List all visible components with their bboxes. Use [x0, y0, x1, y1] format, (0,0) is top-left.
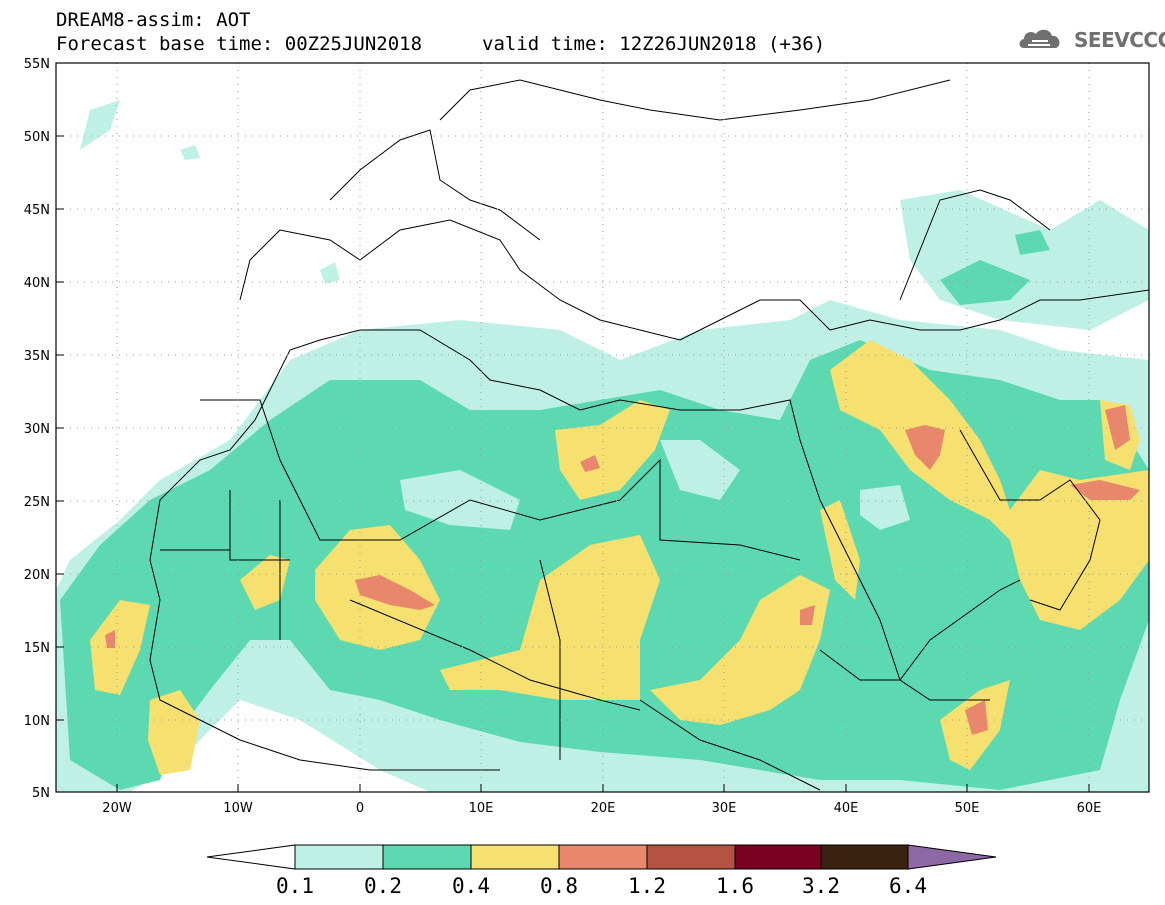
aot-band-0.8 — [105, 405, 1140, 735]
colorbar-label: 1.6 — [716, 874, 754, 898]
lon-label: 10W — [223, 801, 253, 816]
logo-text: SEEVCCC — [1074, 28, 1165, 52]
coastlines — [149, 79, 1149, 791]
colorbar-under-arrow — [206, 844, 296, 870]
colorbar-over-arrow — [907, 844, 997, 870]
valid-time: valid time: 12Z26JUN2018 (+36) — [482, 33, 826, 55]
lat-label: 45N — [24, 203, 50, 218]
colorbar-label: 0.8 — [540, 874, 578, 898]
lat-label: 50N — [24, 130, 50, 145]
colorbar-swatch — [382, 844, 472, 870]
colorbar-label: 0.1 — [276, 874, 314, 898]
colorbar-swatch — [294, 844, 384, 870]
lat-label: 15N — [24, 641, 50, 656]
lon-label: 20W — [102, 801, 132, 816]
lat-label: 35N — [24, 349, 50, 364]
colorbar — [206, 844, 997, 870]
lon-label: 30E — [712, 801, 737, 816]
lon-label: 40E — [834, 801, 859, 816]
colorbar-label: 3.2 — [802, 874, 840, 898]
colorbar-swatch — [820, 844, 909, 870]
lat-label: 40N — [24, 276, 50, 291]
colorbar-label: 1.2 — [628, 874, 666, 898]
colorbar-swatch — [558, 844, 648, 870]
colorbar-swatch — [470, 844, 560, 870]
lat-label: 30N — [24, 422, 50, 437]
graticule — [56, 63, 1149, 792]
colorbar-label: 0.2 — [364, 874, 402, 898]
colorbar-label: 6.4 — [889, 874, 927, 898]
lat-label: 25N — [24, 495, 50, 510]
lat-label: 5N — [32, 786, 50, 801]
colorbar-swatch — [646, 844, 736, 870]
colorbar-label: 0.4 — [452, 874, 490, 898]
forecast-base-time: Forecast base time: 00Z25JUN2018 — [56, 33, 423, 55]
lon-label: 20E — [591, 801, 616, 816]
lon-label: 0 — [356, 801, 364, 816]
lon-label: 50E — [955, 801, 980, 816]
ticks — [56, 62, 1090, 792]
lat-label: 10N — [24, 714, 50, 729]
lat-label: 20N — [24, 568, 50, 583]
cloud-logo-icon — [1019, 29, 1060, 48]
map-title: DREAM8-assim: AOT — [56, 9, 251, 31]
colorbar-swatch — [734, 844, 822, 870]
lat-label: 55N — [24, 57, 50, 72]
lon-label: 60E — [1077, 801, 1102, 816]
lon-label: 10E — [469, 801, 494, 816]
